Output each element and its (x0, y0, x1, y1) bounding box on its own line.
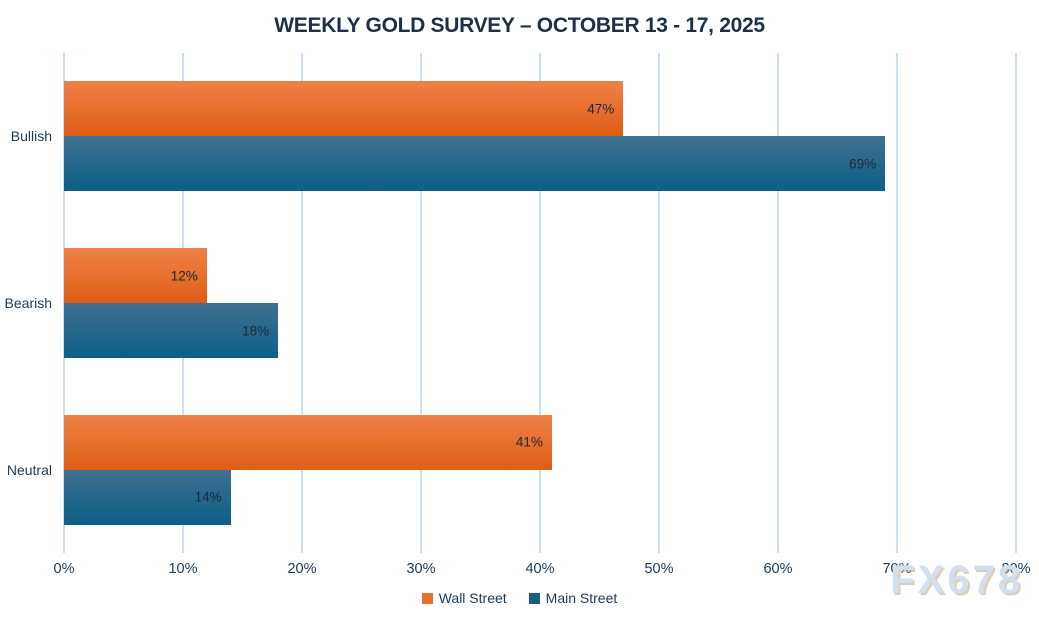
category-label-neutral: Neutral (6, 461, 52, 478)
x-tick-label-0%: 0% (53, 561, 75, 577)
x-tick-label-50%: 50% (644, 561, 674, 577)
x-tick-label-80%: 80% (1001, 561, 1031, 577)
gridline-30% (420, 53, 422, 553)
bar-value-label: 14% (194, 489, 222, 505)
bar-main-street-bullish: 69% (64, 136, 886, 192)
bar-value-label: 47% (587, 101, 615, 117)
legend: Wall Street Main Street (0, 590, 1039, 606)
bar-value-label: 18% (242, 323, 270, 338)
x-tick-label-20%: 20% (287, 561, 317, 577)
legend-label-main-street: Main Street (545, 590, 618, 606)
gridline-40% (539, 53, 541, 553)
gridline-70% (896, 53, 898, 553)
gridline-20% (301, 53, 303, 553)
bar-wall-street-bullish: 47% (64, 81, 624, 137)
bar-main-street-neutral: 14% (64, 469, 231, 525)
legend-item-main-street: Main Street (528, 590, 618, 606)
bar-value-label: 12% (170, 268, 198, 283)
x-tick-label-60%: 60% (763, 561, 793, 577)
x-tick-label-10%: 10% (168, 561, 198, 577)
category-label-bullish: Bullish (10, 128, 52, 145)
bar-wall-street-neutral: 41% (64, 414, 552, 470)
bar-value-label: 69% (849, 156, 877, 172)
gridline-50% (658, 53, 660, 553)
gridline-80% (1015, 53, 1017, 553)
x-tick-label-40%: 40% (525, 561, 555, 577)
x-tick-label-30%: 30% (406, 561, 436, 577)
legend-swatch-main-street-icon (528, 592, 540, 604)
bar-main-street-bearish: 18% (64, 303, 279, 358)
category-label-bearish: Bearish (4, 295, 52, 311)
legend-label-wall-street: Wall Street (438, 590, 507, 606)
gridline-60% (777, 53, 779, 553)
bar-value-label: 41% (515, 434, 543, 450)
legend-item-wall-street: Wall Street (421, 590, 507, 606)
x-tick-label-70%: 70% (882, 561, 912, 577)
plot-area: 47% 69% 12% 18% 41% 14% (63, 53, 1017, 553)
legend-swatch-wall-street-icon (421, 592, 433, 604)
chart-title: WEEKLY GOLD SURVEY – OCTOBER 13 - 17, 20… (274, 14, 765, 37)
bar-wall-street-bearish: 12% (64, 248, 207, 303)
